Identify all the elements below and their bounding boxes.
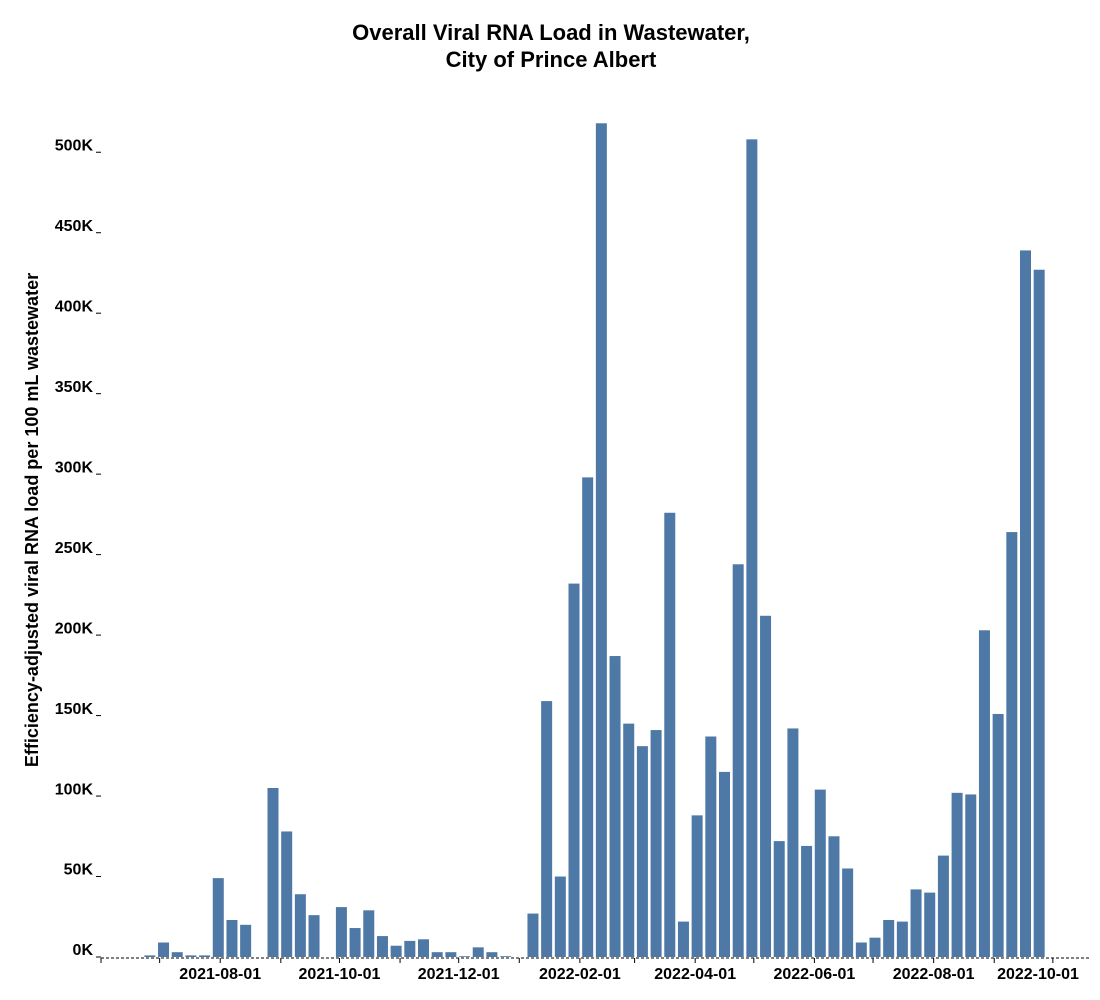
x-tick-label: 2021-08-01 bbox=[179, 966, 261, 983]
bar bbox=[623, 723, 635, 957]
bar bbox=[226, 919, 238, 957]
x-tick-label: 2022-04-01 bbox=[654, 966, 736, 983]
bar bbox=[705, 736, 717, 957]
bar bbox=[609, 656, 621, 957]
bar bbox=[554, 876, 566, 957]
y-tick-label: 300K bbox=[55, 459, 94, 476]
bar bbox=[267, 788, 279, 957]
bar bbox=[814, 789, 826, 957]
bar bbox=[664, 512, 676, 957]
bar bbox=[773, 841, 785, 957]
bar bbox=[171, 952, 183, 957]
y-tick-label: 0K bbox=[73, 942, 94, 959]
bar bbox=[500, 956, 512, 957]
bar bbox=[883, 919, 895, 957]
bar bbox=[787, 728, 799, 957]
bar bbox=[910, 889, 922, 957]
bar bbox=[1033, 269, 1045, 957]
x-tick-label: 2022-10-01 bbox=[997, 966, 1079, 983]
y-axis-label: Efficiency-adjusted viral RNA load per 1… bbox=[22, 273, 42, 767]
bar bbox=[595, 123, 607, 958]
bar bbox=[842, 868, 854, 957]
bar bbox=[801, 845, 813, 957]
bar bbox=[144, 955, 156, 957]
x-tick-label: 2022-08-01 bbox=[893, 966, 975, 983]
y-tick-label: 400K bbox=[55, 298, 94, 315]
y-tick-label: 250K bbox=[55, 540, 94, 557]
y-tick-label: 100K bbox=[55, 781, 94, 798]
bar bbox=[978, 630, 990, 957]
bar bbox=[869, 937, 881, 957]
bar bbox=[541, 701, 553, 957]
bar bbox=[431, 952, 443, 957]
y-tick-label: 500K bbox=[55, 137, 94, 154]
bar bbox=[568, 583, 580, 957]
bar bbox=[855, 942, 867, 957]
bar bbox=[636, 746, 648, 957]
bar bbox=[719, 771, 730, 957]
bar bbox=[965, 794, 977, 957]
bar bbox=[308, 915, 320, 957]
bar bbox=[349, 928, 361, 957]
bar bbox=[896, 921, 908, 957]
y-tick-label: 150K bbox=[55, 701, 94, 718]
bar bbox=[760, 615, 772, 957]
bar bbox=[582, 477, 594, 957]
y-tick-label: 200K bbox=[55, 620, 94, 637]
bar bbox=[158, 942, 170, 957]
bar bbox=[376, 936, 388, 957]
x-tick-label: 2022-06-01 bbox=[773, 966, 855, 983]
bar bbox=[185, 955, 197, 957]
bar bbox=[390, 945, 402, 957]
bar bbox=[472, 947, 484, 957]
bar bbox=[240, 924, 252, 957]
y-tick-label: 350K bbox=[55, 379, 94, 396]
bar bbox=[404, 940, 416, 957]
chart-title: Overall Viral RNA Load in Wastewater, bbox=[352, 20, 750, 45]
bar bbox=[677, 921, 689, 957]
bar bbox=[1020, 250, 1031, 957]
bar bbox=[732, 564, 744, 957]
bar bbox=[199, 955, 211, 957]
bar bbox=[951, 792, 963, 957]
bar bbox=[828, 836, 840, 957]
bar bbox=[924, 892, 936, 957]
y-tick-label: 50K bbox=[64, 862, 94, 879]
bar bbox=[992, 713, 1004, 957]
bar bbox=[1006, 532, 1018, 957]
bar bbox=[937, 855, 949, 957]
bar bbox=[691, 815, 703, 957]
bar bbox=[445, 952, 457, 957]
bar bbox=[418, 939, 429, 957]
bar bbox=[650, 730, 662, 957]
bar bbox=[746, 139, 758, 957]
bar bbox=[486, 952, 498, 957]
x-tick-label: 2021-12-01 bbox=[418, 966, 500, 983]
bar bbox=[335, 907, 347, 957]
y-tick-label: 450K bbox=[55, 218, 94, 235]
bar bbox=[527, 913, 539, 957]
bar bbox=[294, 894, 306, 957]
bar bbox=[281, 831, 293, 957]
bar bbox=[212, 878, 224, 957]
x-tick-label: 2022-02-01 bbox=[539, 966, 621, 983]
x-tick-label: 2021-10-01 bbox=[299, 966, 381, 983]
chart-title: City of Prince Albert bbox=[446, 47, 657, 72]
bar bbox=[459, 956, 471, 957]
bar bbox=[363, 910, 375, 957]
